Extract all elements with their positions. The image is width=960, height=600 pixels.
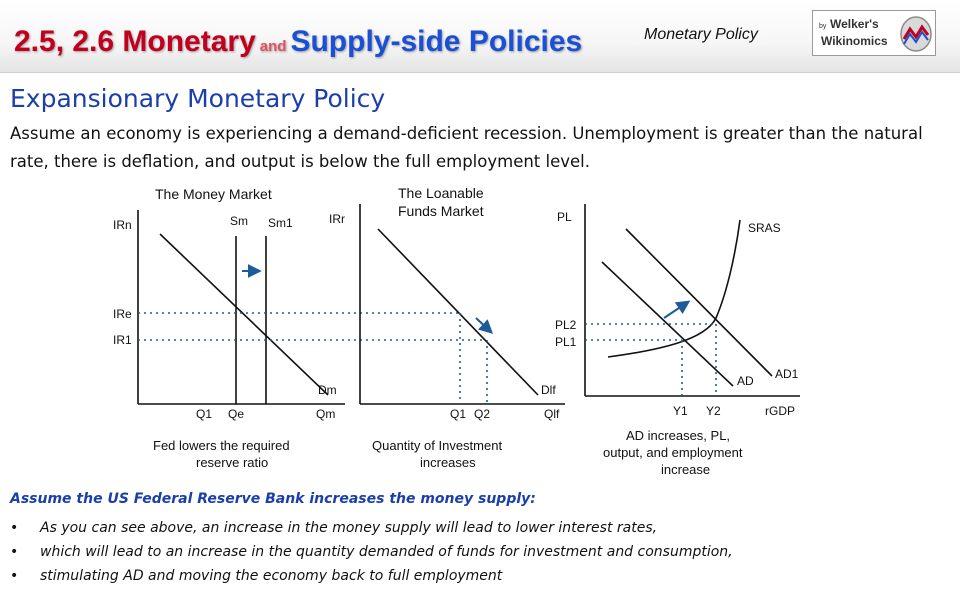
bullet-dot-icon: • <box>10 520 19 536</box>
loanable-funds-caption-line-2: increases <box>420 455 476 470</box>
movement-along-demand-arrow <box>475 317 494 334</box>
bullet-dot-icon: • <box>10 544 19 560</box>
ad-as-x-axis-label: rGDP <box>765 404 795 418</box>
loanable-funds-tick-q2: Q2 <box>474 407 490 421</box>
logo-line-1: Welker's <box>830 17 879 31</box>
slide-title: 2.5, 2.6 Monetary and Supply-side Policies <box>14 22 582 59</box>
bullet-item: • As you can see above, an increase in th… <box>10 516 733 540</box>
slide-header: 2.5, 2.6 Monetary and Supply-side Policies… <box>0 0 960 73</box>
ad-as-caption-line-3: increase <box>661 462 710 477</box>
bullet-text: As you can see above, an increase in the… <box>40 520 658 536</box>
money-market-tick-qe: Qe <box>228 407 244 421</box>
money-supply-1-label: Sm1 <box>268 216 293 230</box>
lead-sentence: Assume the US Federal Reserve Bank incre… <box>10 491 536 507</box>
loanable-funds-x-axis-label: Qlf <box>544 407 560 421</box>
ad-as-y-axis-label: PL <box>557 210 572 224</box>
title-part-monetary: 2.5, 2.6 Monetary <box>14 25 256 58</box>
loanable-funds-demand-label: Dlf <box>541 383 556 397</box>
ad1-curve <box>625 228 773 377</box>
ad-as-caption-line-1: AD increases, PL, <box>626 428 730 443</box>
bullet-list: • As you can see above, an increase in th… <box>10 516 733 588</box>
loanable-funds-demand-curve <box>377 228 539 396</box>
logo-emblem-icon <box>900 16 932 52</box>
intro-paragraph: Assume an economy is experiencing a dema… <box>10 124 923 171</box>
loanable-funds-tick-q1: Q1 <box>450 407 466 421</box>
loanable-funds-y-axis-label: IRr <box>329 212 345 226</box>
ad-as-graph: PL PL2 PL1 SRAS AD AD1 Y1 Y2 rGDP AD inc… <box>555 204 800 477</box>
sras-curve <box>607 219 741 358</box>
loanable-funds-caption-line-1: Quantity of Investment <box>372 438 502 453</box>
title-part-supply-side: Supply-side Policies <box>290 25 583 58</box>
money-market-tick-ir1: IR1 <box>113 333 132 347</box>
ad-as-tick-pl1: PL1 <box>555 335 577 349</box>
money-market-tick-qm: Qm <box>316 407 335 421</box>
money-market-tick-ire: IRe <box>113 307 132 321</box>
ad-as-tick-y2: Y2 <box>706 404 721 418</box>
ad-curve <box>601 261 734 387</box>
ad1-label: AD1 <box>775 367 799 381</box>
bullet-text: stimulating AD and moving the economy ba… <box>40 568 503 584</box>
loanable-funds-title-line-1: The Loanable <box>398 185 484 201</box>
bullet-item: • stimulating AD and moving the economy b… <box>10 564 733 588</box>
money-market-y-axis-label: IRn <box>113 218 132 232</box>
money-market-title: The Money Market <box>155 186 272 202</box>
logo-line-2: Wikinomics <box>821 34 888 48</box>
ad-as-tick-pl2: PL2 <box>555 318 577 332</box>
money-market-tick-q1: Q1 <box>196 407 212 421</box>
ad-as-tick-y1: Y1 <box>673 404 688 418</box>
money-market-caption-line-2: reserve ratio <box>196 455 268 470</box>
section-label: Monetary Policy <box>644 26 758 43</box>
ad-label: AD <box>737 374 754 388</box>
bullet-text: which will lead to an increase in the qu… <box>40 544 733 560</box>
money-market-graph: The Money Market IRn Sm Sm1 IRe IR1 Dm Q… <box>113 186 485 470</box>
policy-diagrams: The Money Market IRn Sm Sm1 IRe IR1 Dm Q… <box>113 185 800 477</box>
loanable-funds-graph: The Loanable Funds Market IRr Dlf Q1 Q2 … <box>329 185 565 470</box>
bullet-dot-icon: • <box>10 568 19 584</box>
wikinomics-logo: by Welker's Wikinomics <box>812 10 936 56</box>
page-heading: Expansionary Monetary Policy <box>10 84 386 113</box>
bullet-item: • which will lead to an increase in the q… <box>10 540 733 564</box>
money-demand-curve <box>159 233 329 396</box>
ad-shift-arrow <box>663 300 691 319</box>
loanable-funds-title-line-2: Funds Market <box>398 203 484 219</box>
money-demand-label: Dm <box>318 383 337 397</box>
ad-as-caption-line-2: output, and employment <box>603 445 743 460</box>
sras-label: SRAS <box>748 221 781 235</box>
title-part-and: and <box>259 38 287 55</box>
money-market-caption-line-1: Fed lowers the required <box>153 438 290 453</box>
logo-by: by <box>819 23 827 30</box>
money-supply-label: Sm <box>230 214 248 228</box>
